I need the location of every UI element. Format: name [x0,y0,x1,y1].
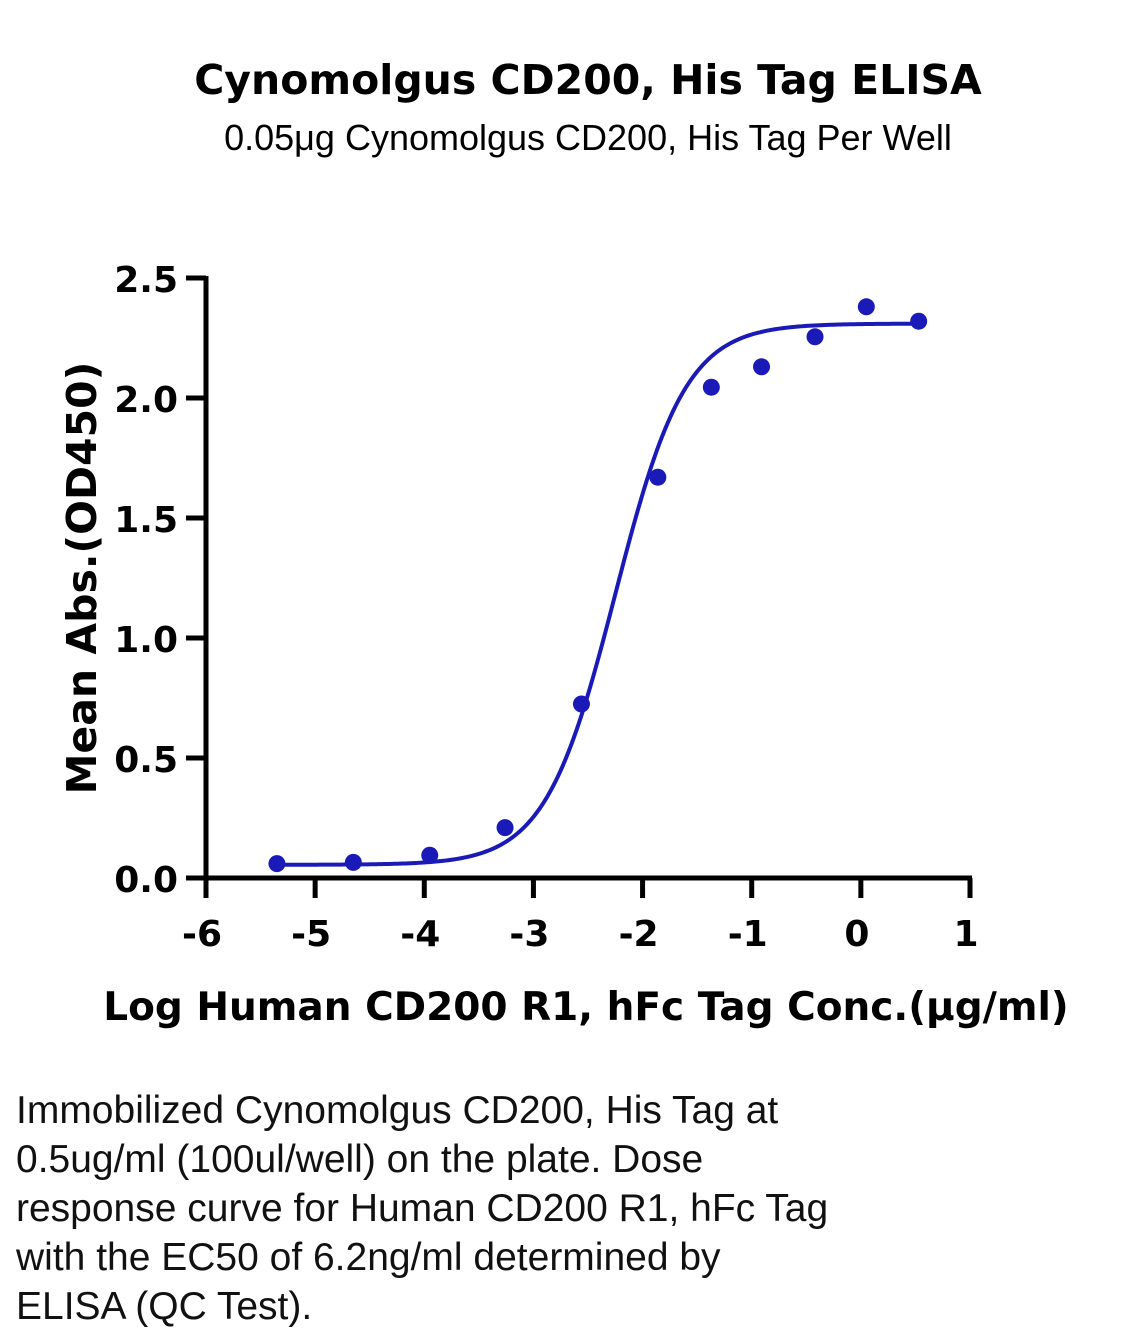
elisa-chart: Cynomolgus CD200, His Tag ELISA 0.05μg C… [58,56,1069,1030]
y-tick-label: 1.0 [114,620,178,661]
y-tick-label: 0.5 [114,740,178,781]
data-point [702,378,720,396]
x-axis-label: Log Human CD200 R1, hFc Tag Conc.(μg/ml) [103,985,1069,1030]
figure-caption: Immobilized Cynomolgus CD200, His Tag at… [16,1086,1096,1331]
data-point [344,853,362,871]
y-axis-label: Mean Abs.(OD450) [58,362,106,795]
fit-curve-layer [276,321,919,867]
x-tick-label: 0 [844,914,869,955]
caption-line: ELISA (QC Test). [16,1285,313,1328]
x-tick-label: 1 [953,914,978,955]
caption-line: response curve for Human CD200 R1, hFc T… [16,1187,829,1230]
caption-line: Immobilized Cynomolgus CD200, His Tag at [16,1089,779,1132]
x-tick-label: -6 [182,914,222,955]
data-point [910,312,928,330]
x-tick-label: -4 [400,914,440,955]
x-tick-label: -2 [619,914,659,955]
x-tick-label: -3 [509,914,549,955]
y-tick-label: 1.5 [114,500,178,541]
axes: 0.0 0.5 1.0 1.5 2.0 2.5 -6 -5 -4 -3 -2 -1 0 1 [114,260,978,955]
data-point [496,819,514,837]
data-point [421,846,439,864]
fit-curve [276,321,919,867]
data-points-layer [268,298,928,873]
caption-line: 0.5ug/ml (100ul/well) on the plate. Dose [16,1138,704,1181]
data-point [857,298,875,316]
chart-title: Cynomolgus CD200, His Tag ELISA [194,56,982,104]
data-point [649,468,667,486]
data-point [572,695,590,713]
y-tick-label: 2.0 [114,380,178,421]
y-tick-label: 2.5 [114,260,178,301]
caption-line: with the EC50 of 6.2ng/ml determined by [16,1236,721,1279]
x-tick-label: -5 [291,914,331,955]
chart-subtitle: 0.05μg Cynomolgus CD200, His Tag Per Wel… [224,117,952,158]
data-point [806,328,824,346]
data-point [268,855,286,873]
data-point [753,358,771,376]
y-tick-label: 0.0 [114,860,178,901]
x-tick-label: -1 [728,914,768,955]
